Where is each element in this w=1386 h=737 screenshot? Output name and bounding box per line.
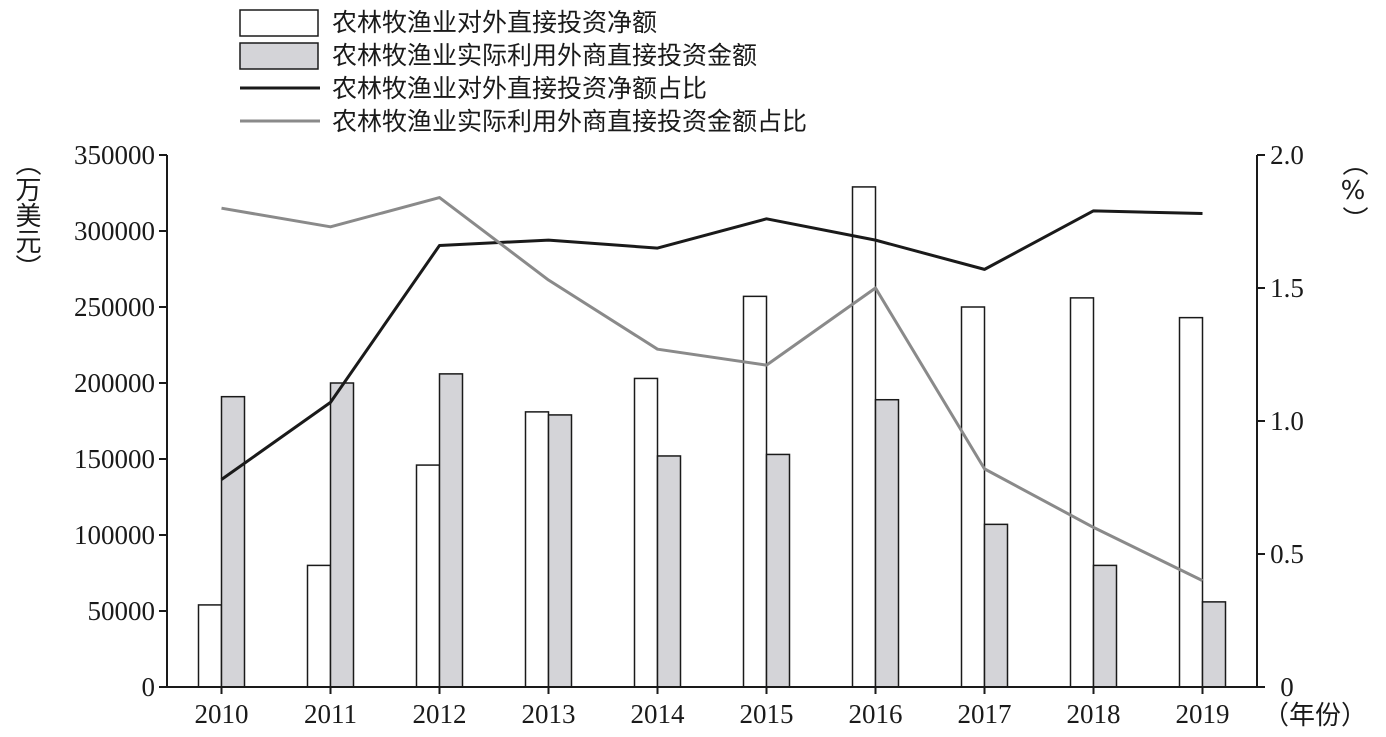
line-outward-investment-share: [220, 209, 1203, 481]
bar-outward-investment-2018: [1069, 297, 1095, 688]
x-tick-label: 2012: [413, 699, 467, 729]
bar-outward-investment-2012: [415, 464, 441, 688]
legend-label: 农林牧渔业实际利用外商直接投资金额占比: [332, 107, 807, 136]
legend-label: 农林牧渔业对外直接投资净额: [332, 8, 657, 37]
bar-outward-investment-2016: [851, 186, 877, 688]
legend-swatch: [239, 42, 319, 70]
y-tick-label: 350000: [74, 140, 155, 170]
x-tick-label: 2013: [522, 699, 576, 729]
bar-outward-investment-2014: [633, 377, 659, 688]
x-tick-label: 2017: [958, 699, 1012, 729]
bar-foreign-investment-2018: [1092, 564, 1118, 688]
y2-tick-label: 0.5: [1270, 539, 1304, 569]
x-tick-label: 2015: [740, 699, 794, 729]
x-tick-label: 2019: [1176, 699, 1230, 729]
line-foreign-investment-share: [221, 196, 1204, 582]
bar-foreign-investment-2014: [656, 455, 682, 688]
bar-outward-investment-2010: [197, 604, 223, 688]
bar-foreign-investment-2017: [983, 523, 1009, 688]
y-tick-label: 200000: [74, 368, 155, 398]
x-axis-title: （年份）: [1263, 701, 1367, 731]
x-tick-label: 2011: [304, 699, 357, 729]
bar-outward-investment-2015: [742, 295, 768, 688]
bar-foreign-investment-2010: [220, 395, 246, 688]
bar-outward-investment-2011: [306, 564, 332, 688]
y2-tick-label: 0: [1280, 672, 1294, 702]
bar-foreign-investment-2019: [1201, 601, 1227, 688]
x-tick-label: 2018: [1067, 699, 1121, 729]
legend: 农林牧渔业对外直接投资净额农林牧渔业实际利用外商直接投资金额农林牧渔业对外直接投…: [239, 8, 807, 136]
y2-axis-title: （%）: [1338, 150, 1368, 232]
y-tick-label: 300000: [74, 216, 155, 246]
bar-foreign-investment-2011: [329, 382, 355, 688]
y-tick-label: 150000: [74, 444, 155, 474]
bar-foreign-investment-2016: [874, 398, 900, 688]
ticks-layer: 0 50000 100000 150000 200000 250000 300000 3500…: [74, 140, 1304, 729]
bar-foreign-investment-2015: [765, 453, 791, 688]
bar-outward-investment-2013: [524, 411, 550, 688]
x-tick-label: 2014: [631, 699, 686, 729]
bar-foreign-investment-2013: [547, 414, 573, 688]
y-tick-label: 100000: [74, 520, 155, 550]
y-tick-label: 50000: [88, 596, 156, 626]
y2-tick-label: 1.0: [1270, 406, 1304, 436]
lines-layer: [220, 196, 1204, 582]
y-tick-label: 0: [142, 672, 156, 702]
y-axis-title: （万美元）: [11, 150, 41, 280]
legend-label: 农林牧渔业实际利用外商直接投资金额: [332, 41, 757, 70]
x-tick-label: 2010: [195, 699, 249, 729]
y-tick-label: 250000: [74, 292, 155, 322]
bar-foreign-investment-2012: [438, 373, 464, 688]
bars-layer: [197, 186, 1227, 688]
bar-outward-investment-2017: [960, 306, 986, 688]
y2-tick-label: 1.5: [1270, 273, 1304, 303]
legend-label: 农林牧渔业对外直接投资净额占比: [332, 74, 707, 103]
y2-tick-label: 2.0: [1270, 140, 1304, 170]
bar-outward-investment-2019: [1178, 316, 1204, 688]
legend-swatch: [239, 9, 319, 37]
x-tick-label: 2016: [849, 699, 903, 729]
